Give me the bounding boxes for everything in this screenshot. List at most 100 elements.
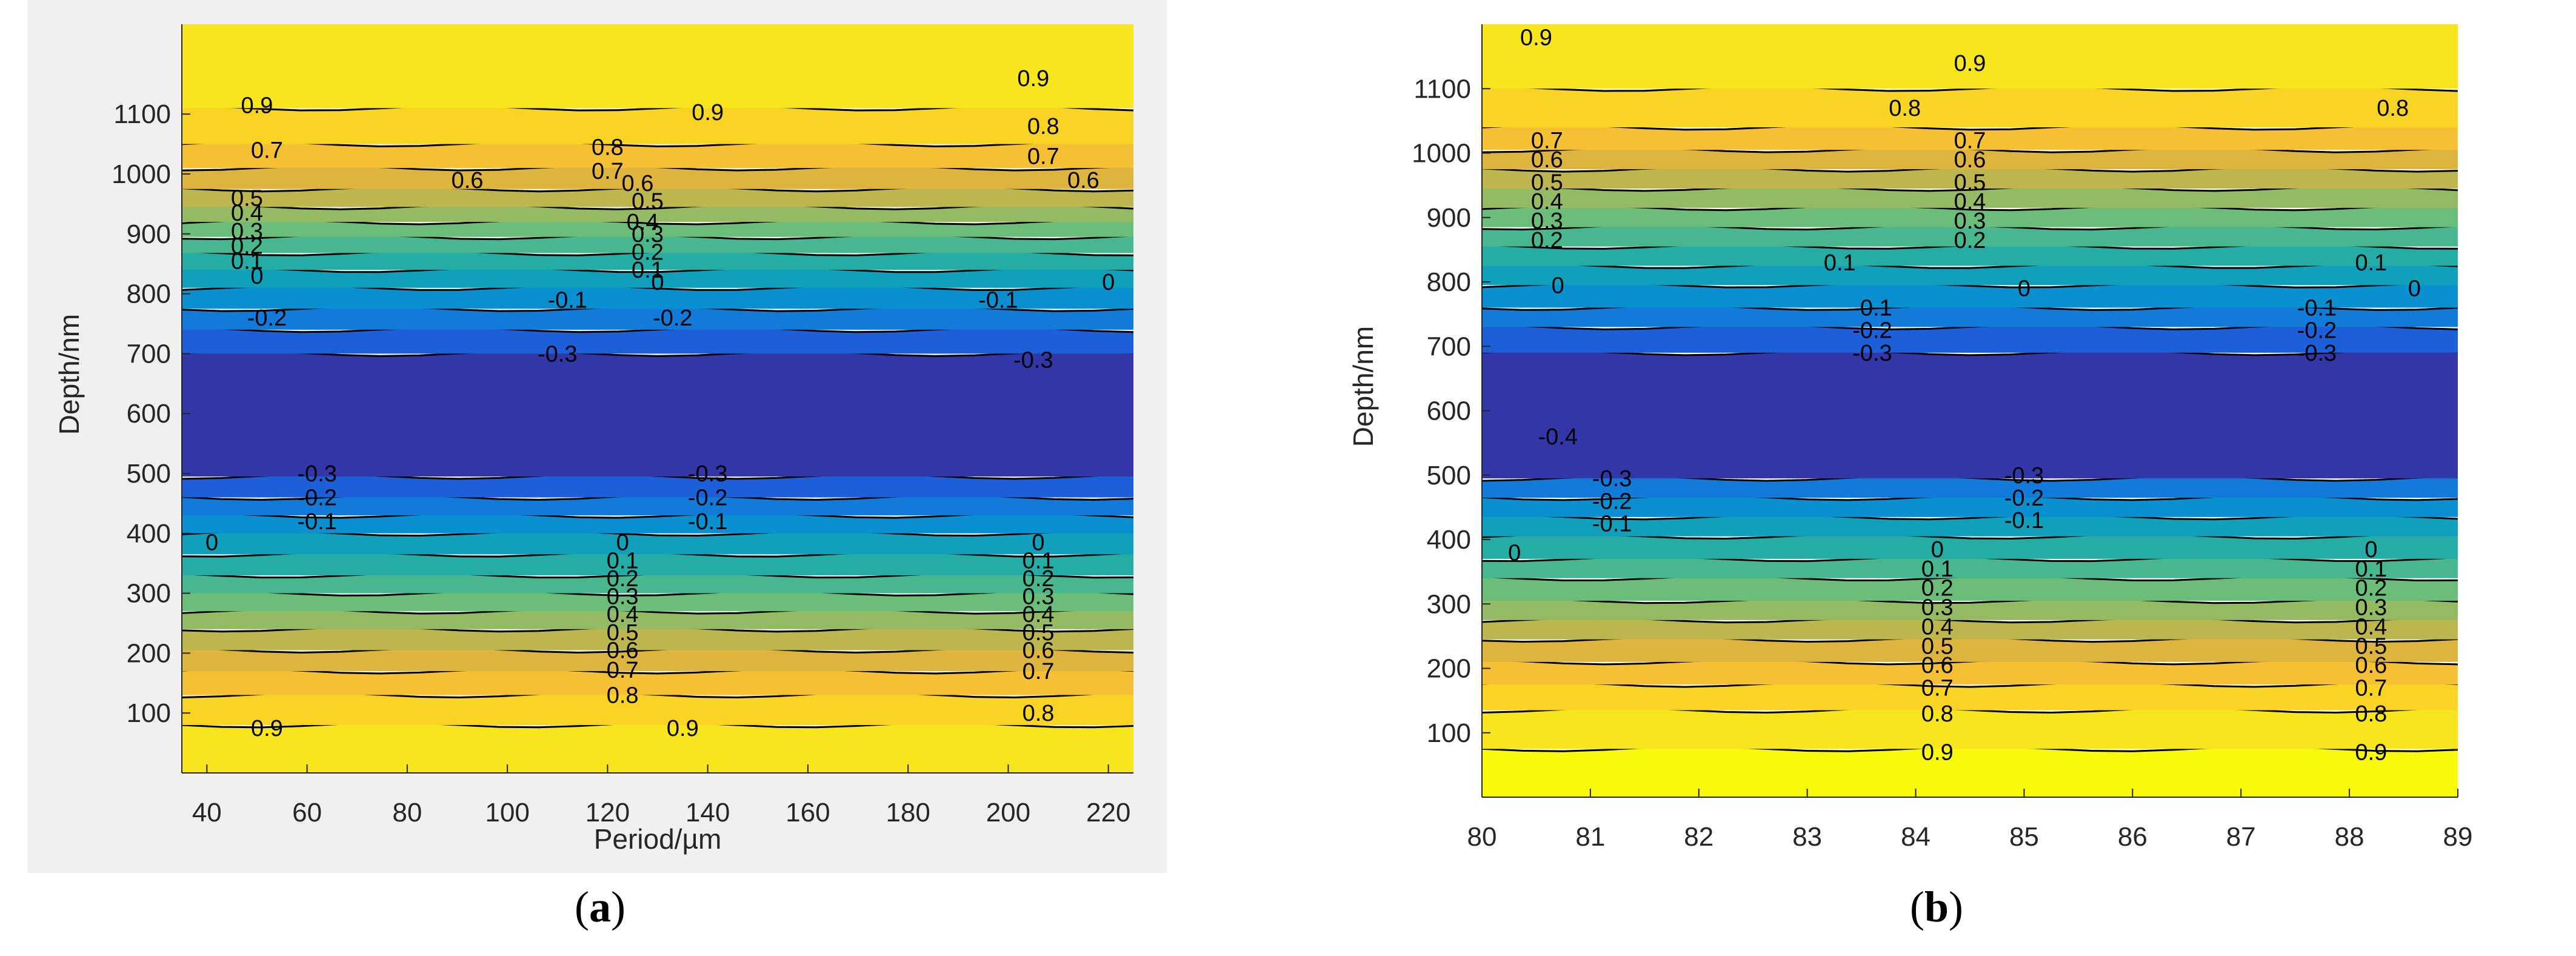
- panel-a-contour-label: 0.6: [1067, 168, 1099, 193]
- panel-b-contour-label: 0.1: [1921, 557, 1954, 582]
- panel-b-contour-label: -0.1: [2004, 508, 2044, 533]
- panel-b-contour-label: 0.8: [1921, 701, 1954, 727]
- panel-a-contour-line-6: [182, 590, 1133, 597]
- panel-a-contour-label: -0.1: [978, 287, 1018, 313]
- panel-a-plot-area: 0.9 0.90.90.7 0.80.80.6 0.70.70.6 0.60.5 0.50…: [182, 24, 1133, 773]
- panel-a-band-0_5-22: [182, 187, 1133, 207]
- panel-b-contour-label: 0.5: [2355, 633, 2387, 659]
- panel-a-contour-label: 0.3: [231, 219, 263, 244]
- panel-a-y-tick-label: 600: [127, 399, 171, 429]
- panel-b-contour-label: 0.3: [1531, 209, 1563, 234]
- panel-a-contour-label: -0.2: [247, 306, 287, 331]
- panel-a-contour-label: 0.1: [632, 258, 664, 283]
- panel-b-band--0_1-16: [1482, 282, 2458, 308]
- panel-b-band--0_2-11: [1482, 495, 2458, 517]
- panel-a-x-axis-label: Period/µm: [594, 823, 722, 855]
- panel-a-y-axis-label: Depth/nm: [53, 314, 85, 435]
- panel-a-x-tick-label: 220: [1086, 798, 1130, 827]
- panel-b-contour-label: 0.4: [2355, 614, 2387, 640]
- panel-a-x-tick-label: 180: [886, 798, 930, 827]
- panel-a-contour-label: 0: [651, 270, 664, 295]
- panel-a-x-tick-label: 100: [485, 798, 529, 827]
- panel-b-contour-label: 0.4: [1954, 189, 1986, 215]
- panel-a-contour-label: 0.7: [251, 138, 283, 163]
- panel-b-contour-label: 0: [1552, 273, 1564, 298]
- panel-a-contour-label: -0.3: [538, 341, 577, 367]
- panel-b-contour-label: 0.2: [1531, 228, 1563, 253]
- panel-b-band--0_3-14: [1482, 324, 2458, 353]
- panel-a-contour-line-24: [182, 141, 1133, 148]
- panel-b-band-0-9: [1482, 533, 2458, 559]
- panel-a-band-0_2-7: [182, 573, 1133, 593]
- panel-b-contour-label: 0.7: [1954, 128, 1986, 153]
- panel-a-band--0_3-12: [182, 474, 1133, 498]
- panel-a-contour-label: 0.5: [632, 189, 664, 214]
- panel-a-contour-label: 0.2: [231, 234, 263, 259]
- panel-b-y-tick-label: 500: [1427, 461, 1471, 490]
- panel-b-band-0_1-8: [1482, 556, 2458, 578]
- panel-b-contour-label: 0.7: [2355, 675, 2387, 701]
- panel-b-contour-label: 0.1: [2355, 250, 2387, 276]
- panel-a-band-0_1-18: [182, 250, 1133, 270]
- panel-a-band-0_4-21: [182, 204, 1133, 222]
- panel-a-x-tick-label: 80: [392, 798, 422, 827]
- panel-b-contour-label: 0.7: [1921, 675, 1954, 701]
- panel-b-contour-label: 0.3: [1954, 209, 1986, 234]
- panel-b-y-tick-label: 900: [1427, 203, 1471, 233]
- panel-a-contour-label: 0.3: [1023, 584, 1055, 610]
- panel-b-x-tick-label: 84: [1901, 822, 1930, 852]
- panel-a-x-tick-label: 160: [786, 798, 830, 827]
- panel-a-contour-label: -0.3: [1013, 347, 1053, 373]
- panel-a-y-tick-label: 800: [127, 279, 171, 309]
- panel-a-contour-label: 0.3: [632, 222, 664, 247]
- panel-b-y-tick-label: 100: [1427, 718, 1471, 748]
- panel-a-band--0_4-13: [182, 351, 1133, 476]
- panel-a-band-0_6-23: [182, 165, 1133, 189]
- panel-a-contour-label: 0.2: [1023, 566, 1055, 592]
- panel-a-contour-label: 0.6: [1023, 638, 1055, 663]
- panel-a-x-tick-label: 60: [292, 798, 322, 827]
- panel-a-band-0_3-20: [182, 219, 1133, 237]
- panel-b-x-tick-label: 82: [1684, 822, 1713, 852]
- panel-b-contour-label: -0.3: [2297, 341, 2337, 366]
- panel-a-contour-label: 0.2: [607, 566, 639, 592]
- panel-b-contour-label: 0.8: [2355, 701, 2387, 727]
- panel-b-contour-label: 0.5: [1921, 633, 1954, 659]
- panel-a-band-0_2-19: [182, 234, 1133, 253]
- panel-a-contour-label: 0.8: [1027, 114, 1059, 139]
- panel-a-contour-line-2: [182, 667, 1133, 675]
- panel-b-contour-label: 0: [1931, 537, 1944, 563]
- panel-b-contour-label: 0.1: [1824, 250, 1856, 276]
- panel-a-y-tick-label: 700: [127, 339, 171, 369]
- panel-a-contour-label: 0.9: [1017, 66, 1049, 92]
- panel-a-x-tick-label: 40: [192, 798, 222, 827]
- caption-a-letter: a: [589, 883, 611, 931]
- panel-b-contour-label: 0.5: [1954, 170, 1986, 195]
- panel-b-band-0_7-2: [1482, 682, 2458, 710]
- panel-b-contour-label: 0.4: [1921, 614, 1954, 640]
- panel-a-contour-label: 0: [205, 530, 218, 556]
- panel-b-contour-label: -0.1: [1592, 511, 1632, 536]
- panel-a-contour-label: 0.7: [607, 658, 639, 683]
- panel-a-contour-label: -0.2: [688, 486, 727, 511]
- panel-b-contour-label: -0.4: [1538, 424, 1577, 450]
- panel-b-contour-label: 0.2: [2355, 576, 2387, 601]
- panel-a-contour-label: 0.4: [1023, 602, 1055, 627]
- panel-b-y-tick-label: 300: [1427, 589, 1471, 619]
- panel-a-x-tick-label: 200: [986, 798, 1030, 827]
- panel-a-y-tick-label: 300: [127, 579, 171, 609]
- panel-b-band-0_6-3: [1482, 660, 2458, 685]
- panel-a-contour-label: -0.3: [297, 461, 336, 487]
- panel-b-contour-label: 0.6: [2355, 653, 2387, 678]
- panel-a-contour-label: 0.9: [692, 100, 724, 125]
- panel-b-contour-label: 0.8: [2377, 96, 2409, 121]
- panel-a-band--0_2-11: [182, 495, 1133, 516]
- panel-b-band-0_1-18: [1482, 244, 2458, 266]
- panel-a-contour-label: 0: [250, 264, 263, 289]
- panel-a-band--0_3-14: [182, 327, 1133, 354]
- panel-b-contour-line-13: [1482, 349, 2458, 356]
- panel-a-contour-label: -0.3: [688, 461, 727, 487]
- panel-b-x-tick-label: 80: [1467, 822, 1497, 852]
- panel-b-y-tick-label: 1000: [1412, 139, 1471, 169]
